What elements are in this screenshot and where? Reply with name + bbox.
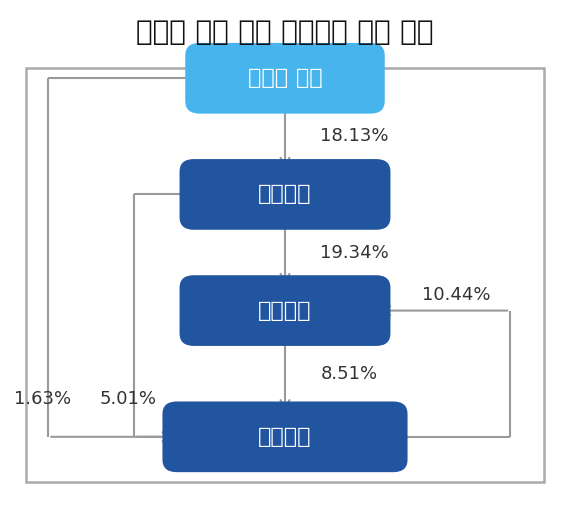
Bar — [26, 68, 544, 482]
Text: 5.01%: 5.01% — [100, 390, 157, 408]
Text: 이재용 회장 중심 삼성그룹 지배 구조: 이재용 회장 중심 삼성그룹 지배 구조 — [136, 18, 434, 45]
FancyBboxPatch shape — [185, 43, 385, 114]
Text: 10.44%: 10.44% — [422, 286, 490, 305]
Text: 8.51%: 8.51% — [320, 365, 377, 383]
Text: 18.13%: 18.13% — [320, 127, 389, 145]
Text: 삼성물산: 삼성물산 — [258, 184, 312, 205]
FancyBboxPatch shape — [180, 159, 390, 230]
Text: 19.34%: 19.34% — [320, 243, 389, 262]
Text: 삼성생명: 삼성생명 — [258, 300, 312, 321]
Text: 이재용 회장: 이재용 회장 — [248, 68, 322, 88]
FancyBboxPatch shape — [180, 275, 390, 346]
Text: 1.63%: 1.63% — [14, 390, 71, 408]
FancyBboxPatch shape — [162, 401, 408, 472]
Text: 삼성전자: 삼성전자 — [258, 427, 312, 447]
